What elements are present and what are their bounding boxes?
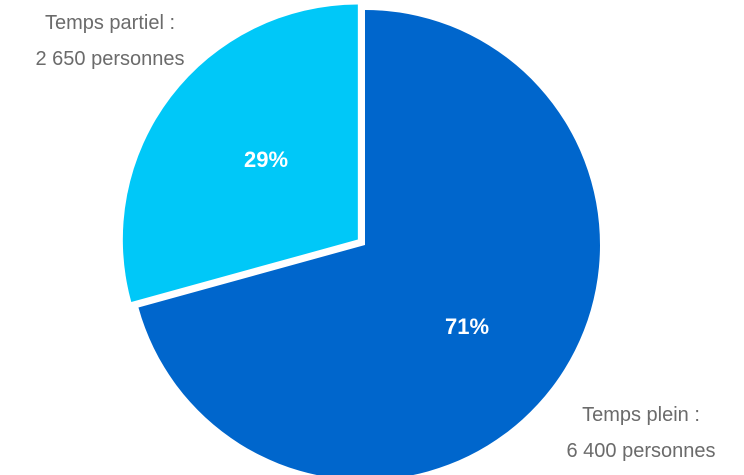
category-label-temps-partiel-line2: 2 650 personnes bbox=[35, 48, 184, 70]
category-label-temps-partiel: Temps partiel : 2 650 personnes bbox=[35, 12, 184, 70]
category-label-temps-partiel-line1: Temps partiel : bbox=[45, 12, 175, 34]
pie-slice-temps-partiel bbox=[122, 4, 358, 303]
pie-slice-temps-plein bbox=[138, 10, 600, 475]
category-label-temps-plein-line1: Temps plein : bbox=[582, 404, 700, 426]
category-label-temps-plein-line2: 6 400 personnes bbox=[566, 440, 715, 462]
data-label-temps-plein: 71% bbox=[445, 314, 489, 339]
data-label-temps-partiel: 29% bbox=[244, 147, 288, 172]
category-label-temps-plein: Temps plein : 6 400 personnes bbox=[566, 404, 715, 462]
